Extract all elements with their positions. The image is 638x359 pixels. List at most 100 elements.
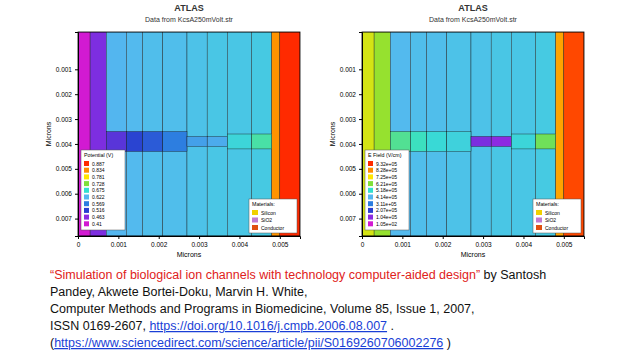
colorbar-label: 3.11e+05	[376, 201, 397, 207]
colorbar-label: 0.516	[92, 207, 105, 213]
y-tick-label: 0.002	[56, 91, 73, 98]
y-tick-mark	[359, 219, 362, 220]
field-cell	[491, 32, 511, 236]
field-cell	[227, 134, 251, 149]
field-cell	[90, 32, 106, 236]
colorbar-swatch	[368, 161, 373, 166]
citation-link[interactable]: https://www.sciencedirect.com/science/ar…	[54, 336, 443, 350]
x-tick: 0.005	[556, 236, 573, 248]
colorbar-swatch	[84, 208, 89, 213]
field-cell	[410, 132, 426, 152]
x-tick-label: 0.005	[556, 241, 573, 248]
field-cell	[163, 132, 187, 152]
colorbar-swatch	[84, 215, 89, 220]
field-cell	[252, 134, 272, 149]
y-tick: 0.006	[340, 190, 362, 197]
chart-title: ATLAS	[458, 3, 487, 13]
colorbar-legend: Potential (V)0.8870.8340.7810.7280.6750.…	[81, 150, 125, 230]
legend-title: Potential (V)	[84, 152, 113, 158]
colorbar-label: 1.05e+02	[376, 221, 397, 227]
y-tick-mark	[75, 144, 78, 145]
colorbar-label: 2.07e+05	[376, 207, 397, 213]
y-tick-label: 0.007	[56, 215, 73, 222]
field-cell	[143, 32, 163, 236]
colorbar-label: 9.32e+05	[376, 161, 397, 167]
chart-subtitle: Data from KcsA250mVolt.str	[145, 16, 234, 23]
citation-link[interactable]: https://doi.org/10.1016/j.cmpb.2006.08.0…	[149, 319, 387, 333]
field-cell	[143, 132, 163, 152]
y-tick-label: 0.003	[340, 116, 357, 123]
legend-box	[365, 150, 409, 230]
x-tick: 0.001	[111, 236, 128, 248]
colorbar-label: 7.25e+05	[376, 174, 397, 180]
x-tick-mark	[159, 236, 160, 239]
colorbar-swatch	[368, 195, 373, 200]
field-cell	[187, 32, 207, 236]
colorbar-label: 0.675	[92, 187, 105, 193]
y-tick: 0.005	[56, 165, 78, 172]
y-tick-label: 0.006	[56, 190, 73, 197]
y-tick-label: 0.001	[56, 66, 73, 73]
material-swatch	[536, 210, 542, 215]
citation-text: .	[387, 319, 394, 333]
legend-title: E Field (V/cm)	[368, 152, 402, 158]
x-tick-label: 0.002	[435, 241, 452, 248]
y-axis-line	[359, 33, 363, 237]
legend-box	[81, 150, 125, 230]
y-tick: 0.005	[340, 165, 362, 172]
field-cell	[410, 32, 426, 236]
colorbar-legend: E Field (V/cm)9.32e+058.28e+057.25e+056.…	[365, 150, 409, 230]
field-cell	[536, 134, 556, 149]
materials-legend: Materials:SiliconSiO2Conductor	[533, 199, 581, 233]
field-cell	[126, 132, 142, 152]
colorbar-swatch	[84, 195, 89, 200]
x-tick-label: 0	[361, 241, 365, 248]
x-tick: 0.001	[395, 236, 412, 248]
y-tick-mark	[75, 219, 78, 220]
citation-line: “Simulation of biological ion channels w…	[50, 268, 546, 282]
y-tick-label: 0.004	[56, 141, 73, 148]
x-tick-mark	[199, 236, 200, 239]
field-cell	[106, 132, 126, 152]
field-cell	[390, 132, 410, 152]
citation-title: “Simulation of biological ion channels w…	[50, 268, 480, 282]
field-cell	[511, 32, 535, 236]
colorbar-label: 0.887	[92, 161, 105, 167]
material-swatch	[536, 218, 542, 223]
plot-panel: 0 0.001 0.002 0.003 0.004 0.005 0.001 0.002 0.00…	[45, 3, 301, 258]
y-tick: 0.002	[56, 91, 78, 98]
y-axis-line	[75, 33, 79, 237]
x-tick: 0	[77, 236, 81, 248]
material-label: SiO2	[261, 217, 272, 223]
x-tick-mark	[523, 236, 524, 239]
material-label: Silicon	[261, 210, 276, 216]
citation-text: Pandey, Akwete Bortei-Doku, Marvin H. Wh…	[50, 285, 308, 299]
field-cell	[427, 32, 447, 236]
y-tick-label: 0.003	[56, 116, 73, 123]
x-axis-line	[79, 237, 301, 240]
x-tick-label: 0.003	[191, 241, 208, 248]
field-cell	[126, 32, 142, 236]
colorbar-swatch	[84, 201, 89, 206]
x-tick-mark	[280, 236, 281, 239]
colorbar-swatch	[368, 174, 373, 179]
x-tick-label: 0	[77, 241, 81, 248]
colorbar-label: 0.569	[92, 201, 105, 207]
y-tick: 0.003	[340, 116, 362, 123]
field-cell	[447, 32, 471, 236]
y-tick-mark	[359, 94, 362, 95]
field-cell	[163, 32, 187, 236]
y-axis-title: Microns	[329, 121, 336, 146]
material-swatch	[536, 225, 542, 230]
x-tick: 0.003	[475, 236, 492, 248]
x-tick-mark	[443, 236, 444, 239]
x-tick-label: 0.004	[232, 241, 249, 248]
colorbar-swatch	[84, 161, 89, 166]
y-tick-label: 0.007	[340, 215, 357, 222]
y-tick-mark	[359, 194, 362, 195]
colorbar-label: 0.41	[92, 221, 102, 227]
y-tick-mark	[75, 69, 78, 70]
field-cell	[227, 32, 251, 236]
x-tick: 0.002	[151, 236, 168, 248]
x-tick: 0.002	[435, 236, 452, 248]
